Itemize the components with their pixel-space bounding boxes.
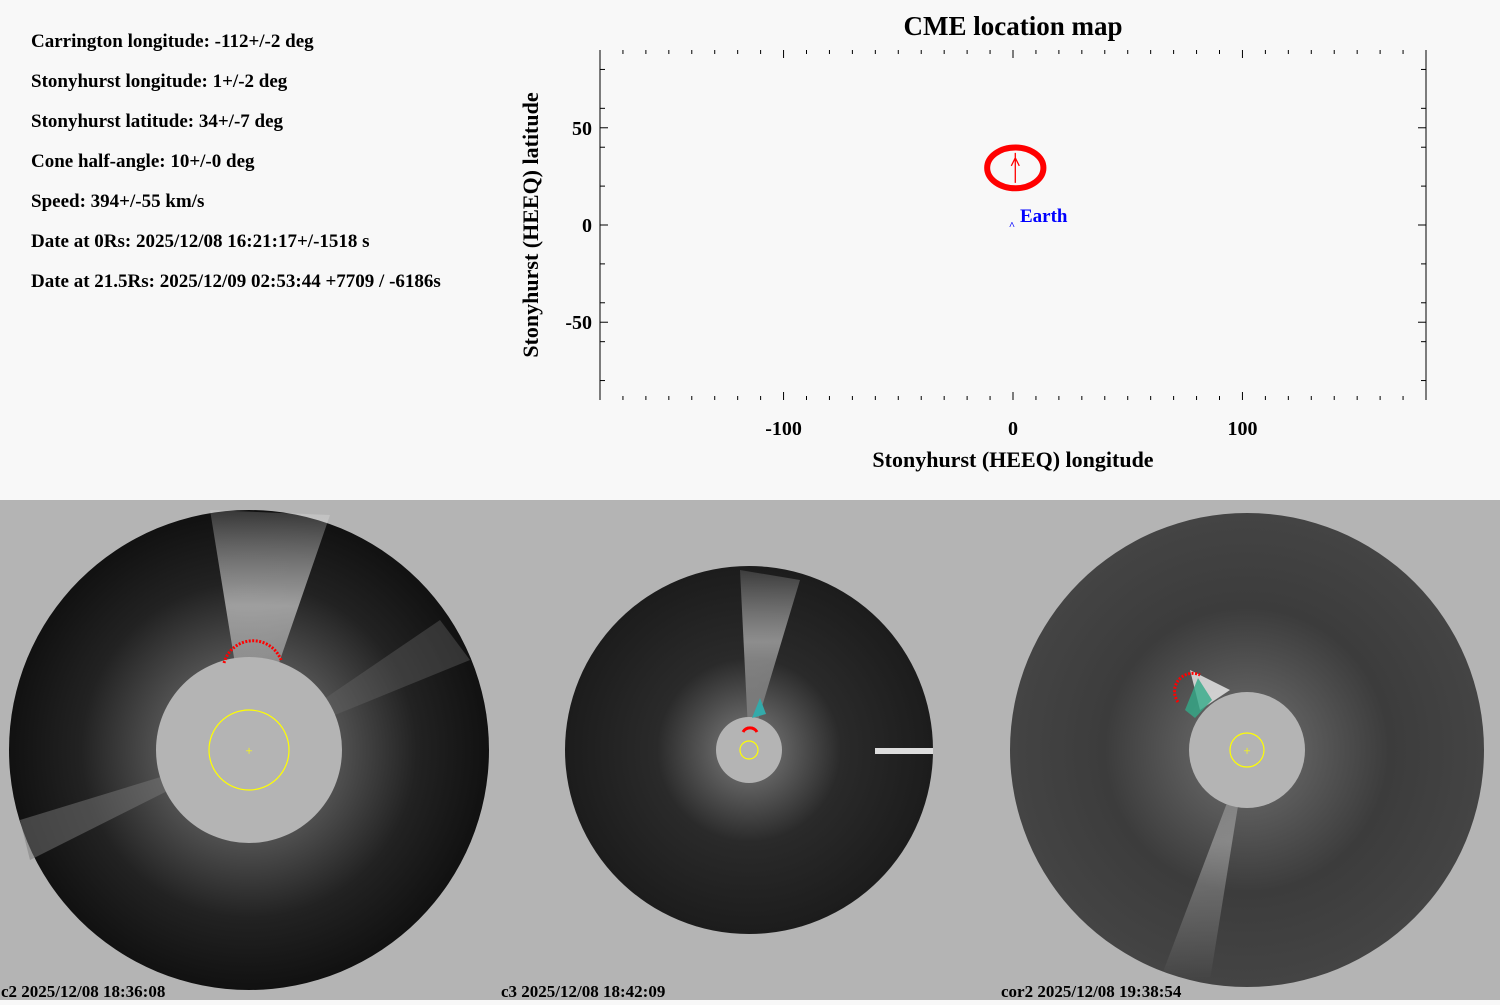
sun-center-icon: +	[245, 743, 252, 758]
occulter	[1189, 692, 1305, 808]
y-tick-label: -50	[565, 312, 592, 334]
sun-circle	[1229, 732, 1265, 768]
x-tick-label: 0	[1008, 418, 1018, 440]
sun-circle	[208, 709, 290, 791]
axes: -100 0 100 -50 0 50	[565, 50, 1427, 440]
c2-caption: c2 2025/12/08 18:36:08	[1, 982, 166, 1001]
cme-fit-arc	[741, 726, 759, 733]
cor2-caption: cor2 2025/12/08 19:38:54	[1001, 982, 1182, 1001]
sun-center-icon: +	[1243, 743, 1250, 758]
cone-half-angle: Cone half-angle: 10+/-0 deg	[31, 151, 255, 172]
occulter	[716, 717, 782, 783]
cme-ellipse	[984, 144, 1047, 192]
y-tick-label: 50	[572, 118, 592, 140]
sun-circle	[739, 740, 759, 760]
stonyhurst-latitude: Stonyhurst latitude: 34+/-7 deg	[31, 111, 284, 132]
x-tick-label: 100	[1227, 418, 1257, 440]
y-tick-label: 0	[582, 215, 592, 237]
cme-points	[1185, 678, 1212, 718]
chart-title: CME location map	[904, 11, 1123, 41]
date-0rs: Date at 0Rs: 2025/12/08 16:21:17+/-1518 …	[31, 231, 370, 252]
x-tick-label: -100	[765, 418, 802, 440]
y-axis-label: Stonyhurst (HEEQ) latitude	[518, 92, 543, 357]
coronagraph-panel: + +	[0, 500, 1500, 1000]
cme-points	[752, 698, 766, 718]
c3-image	[565, 566, 933, 934]
marks: ^ Earth	[984, 144, 1068, 232]
stonyhurst-longitude: Stonyhurst longitude: 1+/-2 deg	[31, 71, 288, 92]
x-axis-label: Stonyhurst (HEEQ) longitude	[872, 447, 1153, 472]
cme-location-map: CME location map Stonyhurst (HEEQ) longi…	[518, 11, 1427, 472]
star-streak	[875, 748, 933, 754]
cor2-image: +	[1010, 513, 1484, 987]
occulter	[156, 657, 342, 843]
c3-caption: c3 2025/12/08 18:42:09	[501, 982, 666, 1001]
carrington-longitude: Carrington longitude: -112+/-2 deg	[31, 31, 314, 52]
c2-image: +	[9, 510, 489, 990]
cme-direction-arrow	[1010, 152, 1020, 183]
speed: Speed: 394+/-55 km/s	[31, 191, 205, 212]
earth-label: Earth	[1020, 206, 1068, 227]
coronagraph-images: + +	[9, 510, 1484, 990]
date-21-5rs: Date at 21.5Rs: 2025/12/09 02:53:44 +770…	[31, 271, 441, 292]
earth-marker: ^	[1009, 220, 1015, 232]
